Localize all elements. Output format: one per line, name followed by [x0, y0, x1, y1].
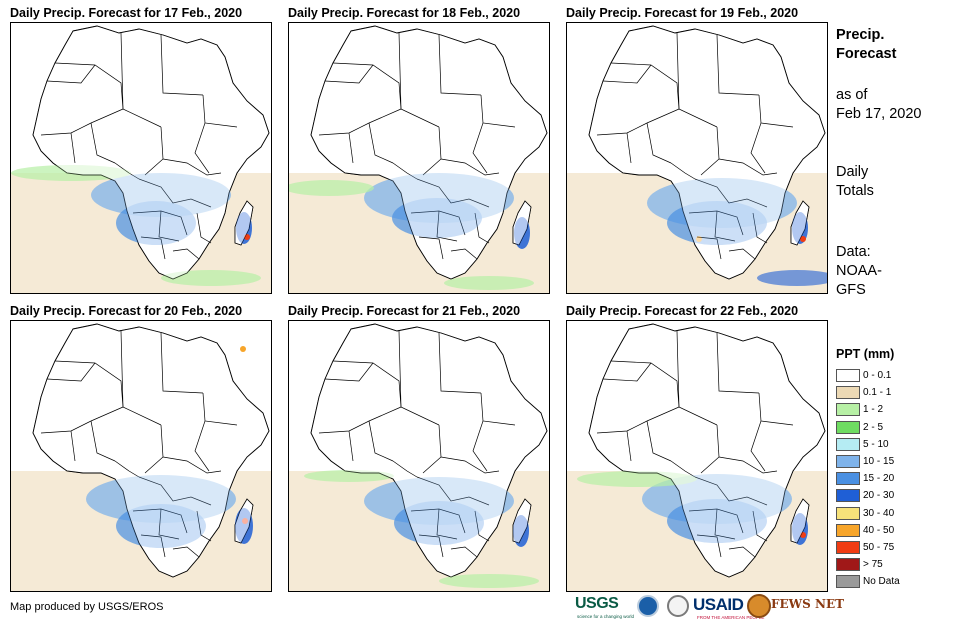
- legend-item: 0.1 - 1: [836, 385, 916, 402]
- legend-swatch: [836, 472, 860, 486]
- fews-net-logo: FEWS NET: [771, 597, 845, 611]
- legend-swatch: [836, 454, 860, 468]
- map-credit: Map produced by USGS/EROS: [10, 601, 164, 613]
- legend-swatch: [836, 386, 860, 400]
- legend-item: 40 - 50: [836, 523, 916, 540]
- partner-logos: USGS science for a changing world USAID …: [575, 593, 844, 623]
- legend-swatch: [836, 369, 860, 382]
- legend-label: > 75: [863, 559, 883, 571]
- noaa-label: NOAA-: [836, 263, 882, 279]
- noaa-logo: [637, 595, 659, 617]
- fews-net-emblem: [747, 594, 771, 618]
- legend-item: 20 - 30: [836, 488, 916, 505]
- as-of-date: as of Feb 17, 2020: [836, 86, 921, 124]
- usaid-logo: USAID: [693, 595, 744, 614]
- legend-swatch: [836, 558, 860, 572]
- legend-swatch: [836, 523, 860, 537]
- legend-label: 30 - 40: [863, 507, 895, 519]
- forecast-panel-22: Daily Precip. Forecast for 22 Feb., 2020: [566, 302, 828, 592]
- precip-map: [566, 320, 828, 592]
- legend-swatch: [836, 420, 860, 434]
- legend-swatch: [836, 489, 860, 503]
- heading-line-2: Forecast: [836, 46, 897, 62]
- legend-item: No Data: [836, 574, 916, 591]
- forecast-panel-18: Daily Precip. Forecast for 18 Feb., 2020: [288, 4, 550, 294]
- panel-title: Daily Precip. Forecast for 17 Feb., 2020: [10, 6, 243, 20]
- legend-item: 10 - 15: [836, 454, 916, 471]
- legend-item: 2 - 5: [836, 420, 916, 437]
- legend-item: > 75: [836, 557, 916, 574]
- usaid-tagline: FROM THE AMERICAN PEOPLE: [697, 615, 765, 620]
- precip-map: [566, 22, 828, 294]
- panel-title: Daily Precip. Forecast for 20 Feb., 2020: [10, 304, 243, 318]
- panel-title: Daily Precip. Forecast for 19 Feb., 2020: [566, 6, 799, 20]
- panel-title: Daily Precip. Forecast for 22 Feb., 2020: [566, 304, 799, 318]
- legend-title: PPT (mm): [836, 347, 895, 361]
- totals-label: Totals: [836, 183, 874, 199]
- legend-label: 1 - 2: [863, 404, 884, 416]
- data-label: Data:: [836, 244, 871, 260]
- forecast-panel-19: Daily Precip. Forecast for 19 Feb., 2020: [566, 4, 828, 294]
- as-of-label: as of: [836, 87, 868, 103]
- legend-label: No Data: [863, 576, 900, 588]
- usgs-tagline: science for a changing world: [577, 614, 635, 619]
- legend-swatch: [836, 575, 860, 589]
- daily-totals-note: Daily Totals: [836, 163, 874, 201]
- legend-item: 50 - 75: [836, 540, 916, 557]
- legend-swatch: [836, 506, 860, 520]
- forecast-panel-17: Daily Precip. Forecast for 17 Feb., 2020: [10, 4, 272, 294]
- legend-label: 40 - 50: [863, 524, 895, 536]
- legend-swatch: [836, 540, 860, 554]
- legend-label: 0 - 0.1: [863, 370, 892, 381]
- as-of-value: Feb 17, 2020: [836, 106, 922, 122]
- usgs-logo: USGS: [575, 595, 619, 612]
- legend-label: 5 - 10: [863, 438, 889, 450]
- legend-swatch: [836, 437, 860, 451]
- legend-label: 15 - 20: [863, 473, 895, 485]
- forecast-heading: Precip. Forecast: [836, 26, 896, 64]
- legend-label: 2 - 5: [863, 421, 884, 433]
- gfs-label: GFS: [836, 282, 866, 298]
- legend-item: 30 - 40: [836, 506, 916, 523]
- data-source-note: Data: NOAA- GFS: [836, 243, 882, 300]
- heading-line-1: Precip.: [836, 27, 885, 43]
- precip-legend: 0 - 0.1 0.1 - 1 1 - 2 2 - 5 5 - 10 10 - 15 15 …: [836, 368, 916, 591]
- precip-map: [288, 320, 550, 592]
- legend-item: 0 - 0.1: [836, 368, 916, 385]
- precip-map: [10, 22, 272, 294]
- legend-item: 15 - 20: [836, 471, 916, 488]
- panel-title: Daily Precip. Forecast for 21 Feb., 2020: [288, 304, 521, 318]
- legend-item: 1 - 2: [836, 402, 916, 419]
- legend-label: 0.1 - 1: [863, 387, 892, 399]
- daily-label: Daily: [836, 164, 869, 180]
- forecast-panel-20: Daily Precip. Forecast for 20 Feb., 2020: [10, 302, 272, 592]
- panel-title: Daily Precip. Forecast for 18 Feb., 2020: [288, 6, 521, 20]
- precip-map: [288, 22, 550, 294]
- legend-label: 10 - 15: [863, 455, 895, 467]
- legend-label: 20 - 30: [863, 490, 895, 502]
- government-seal-logo: [667, 595, 689, 617]
- precip-map: [10, 320, 272, 592]
- forecast-panel-21: Daily Precip. Forecast for 21 Feb., 2020: [288, 302, 550, 592]
- legend-swatch: [836, 403, 860, 417]
- legend-item: 5 - 10: [836, 437, 916, 454]
- legend-label: 50 - 75: [863, 541, 895, 553]
